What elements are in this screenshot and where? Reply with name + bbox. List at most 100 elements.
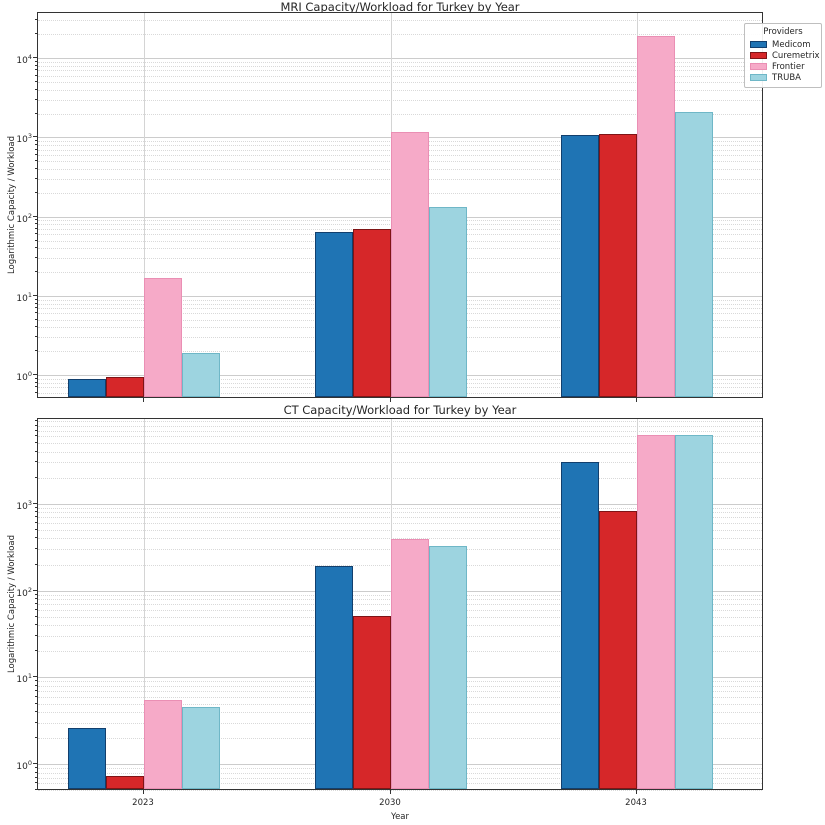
- y-minor-tick: [35, 112, 37, 114]
- bar-frontier-2043: [637, 434, 675, 789]
- y-minor-tick: [35, 710, 37, 712]
- y-major-tick: [33, 589, 37, 591]
- y-gridline-minor: [38, 75, 762, 77]
- y-minor-tick: [35, 789, 37, 791]
- y-minor-tick: [35, 684, 37, 686]
- bar-curemetrix-2043: [599, 511, 637, 789]
- bar-frontier-2030: [391, 132, 429, 397]
- legend-entry-medicom: Medicom: [750, 39, 816, 50]
- y-minor-tick: [35, 271, 37, 272]
- y-minor-tick: [35, 506, 37, 508]
- y-minor-tick: [35, 160, 37, 162]
- ct-chart-title: CT Capacity/Workload for Turkey by Year: [283, 403, 517, 417]
- y-gridline-minor: [38, 477, 762, 479]
- y-minor-tick: [35, 153, 37, 155]
- y-minor-tick: [35, 608, 37, 610]
- y-minor-tick: [35, 74, 37, 76]
- y-gridline-minor: [38, 99, 762, 101]
- y-gridline-minor: [38, 443, 762, 445]
- y-minor-tick: [35, 312, 37, 314]
- y-minor-tick: [35, 689, 37, 691]
- y-minor-tick: [35, 19, 37, 21]
- y-minor-tick: [35, 326, 37, 328]
- y-minor-tick: [35, 429, 37, 431]
- y-minor-tick: [35, 782, 37, 784]
- y-minor-tick: [35, 177, 37, 179]
- y-minor-tick: [35, 69, 37, 71]
- x-gridline: [144, 13, 145, 397]
- y-minor-tick: [35, 191, 37, 193]
- y-minor-tick: [35, 391, 37, 393]
- bar-curemetrix-2023: [106, 775, 144, 789]
- y-minor-tick: [35, 680, 37, 682]
- y-minor-tick: [35, 350, 37, 352]
- y-minor-tick: [35, 302, 37, 304]
- y-minor-tick: [35, 33, 37, 35]
- y-gridline-minor: [38, 70, 762, 72]
- y-major-tick: [33, 502, 37, 504]
- y-minor-tick: [35, 381, 37, 383]
- y-minor-tick: [35, 511, 37, 513]
- bar-truba-2030: [429, 206, 467, 397]
- y-major-tick: [33, 57, 37, 58]
- x-tick: [636, 790, 637, 794]
- x-gridline: [144, 419, 145, 789]
- bar-medicom-2030: [315, 232, 353, 397]
- x-tick: [390, 790, 391, 794]
- y-gridline-minor: [38, 451, 762, 453]
- bar-medicom-2043: [561, 135, 599, 397]
- y-minor-tick: [35, 695, 37, 697]
- legend-entry-truba: TRUBA: [750, 72, 816, 83]
- x-tick: [143, 398, 144, 402]
- y-major-tick: [33, 136, 37, 138]
- x-axis-label: Year: [391, 812, 409, 822]
- y-minor-tick: [35, 336, 37, 338]
- bar-medicom-2043: [561, 461, 599, 789]
- bar-truba-2043: [675, 434, 713, 789]
- y-minor-tick: [35, 450, 37, 452]
- y-minor-tick: [35, 776, 37, 778]
- y-minor-tick: [35, 461, 37, 463]
- y-minor-tick: [35, 435, 37, 437]
- y-minor-tick: [35, 528, 37, 530]
- y-minor-tick: [35, 767, 37, 769]
- bar-curemetrix-2023: [106, 376, 144, 397]
- y-gridline-minor: [38, 34, 762, 36]
- x-tick-label: 2030: [379, 798, 401, 808]
- y-major-tick: [33, 294, 37, 296]
- legend-entry-curemetrix: Curemetrix: [750, 50, 820, 61]
- y-minor-tick: [35, 420, 37, 421]
- bar-medicom-2030: [315, 566, 353, 789]
- y-minor-tick: [35, 386, 37, 388]
- y-minor-tick: [35, 737, 37, 738]
- y-tick-label: 103: [16, 132, 32, 146]
- y-minor-tick: [35, 603, 37, 604]
- legend-entry-frontier: Frontier: [750, 61, 816, 72]
- legend-swatch-medicom: [750, 41, 767, 48]
- y-minor-tick: [35, 721, 37, 723]
- bar-curemetrix-2043: [599, 133, 637, 397]
- x-tick-label: 2023: [132, 798, 154, 808]
- y-minor-tick: [35, 635, 37, 636]
- y-tick-label: 101: [16, 672, 32, 686]
- y-major-tick: [33, 676, 37, 678]
- y-gridline-minor: [38, 507, 762, 509]
- legend: Providers Medicom Curemetrix Frontier TRUBA: [744, 23, 822, 88]
- y-minor-tick: [35, 80, 37, 82]
- y-minor-tick: [35, 522, 37, 524]
- legend-swatch-frontier: [750, 63, 767, 70]
- y-major-tick: [33, 763, 37, 765]
- y-gridline-minor: [38, 425, 762, 427]
- y-gridline-minor: [38, 89, 762, 91]
- y-minor-tick: [35, 563, 37, 565]
- y-tick-label: 102: [16, 585, 32, 599]
- bar-frontier-2023: [144, 700, 182, 789]
- bar-medicom-2023: [68, 727, 106, 789]
- y-minor-tick: [35, 227, 37, 229]
- bar-frontier-2030: [391, 539, 429, 789]
- x-tick: [143, 790, 144, 794]
- legend-label: Frontier: [772, 61, 805, 72]
- y-tick-label: 104: [16, 53, 32, 66]
- bar-curemetrix-2030: [353, 229, 391, 397]
